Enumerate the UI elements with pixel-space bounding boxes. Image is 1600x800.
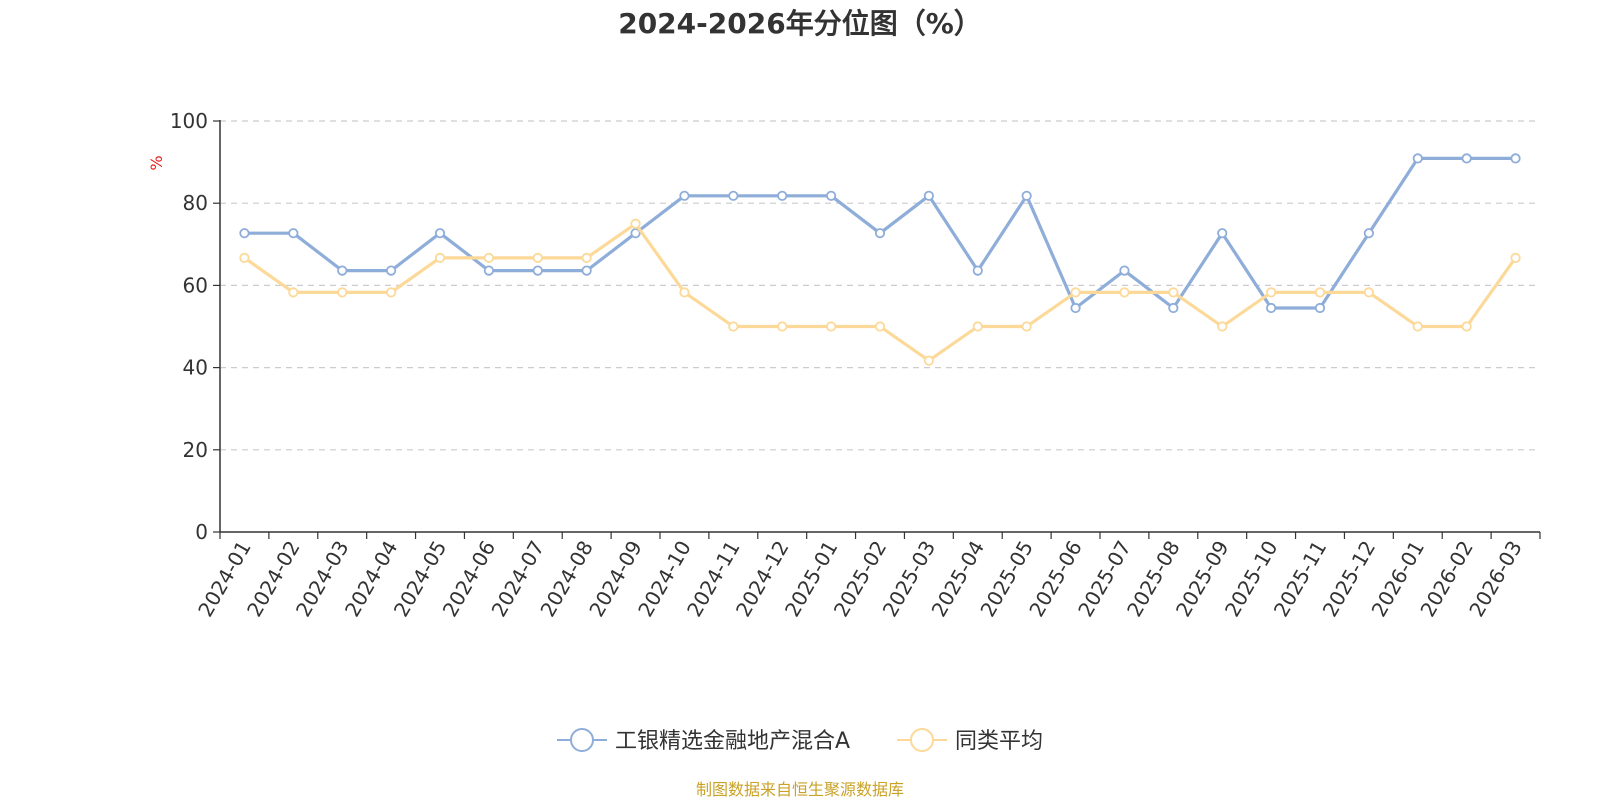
series-1: [239, 153, 1521, 314]
grid-lines: [220, 120, 1540, 451]
data-point[interactable]: [288, 287, 299, 298]
data-point[interactable]: [1168, 287, 1179, 298]
legend-swatch-marker: [570, 728, 594, 752]
y-tick-label: 0: [195, 520, 208, 544]
data-point[interactable]: [581, 265, 592, 276]
data-point[interactable]: [1461, 321, 1472, 332]
y-tick-label: 40: [183, 356, 208, 380]
data-point[interactable]: [874, 321, 886, 332]
series-2: [239, 218, 1521, 366]
series-layer: [239, 153, 1521, 366]
y-tick-label: 100: [170, 109, 208, 133]
data-point[interactable]: [923, 355, 934, 366]
data-point[interactable]: [1021, 321, 1032, 332]
legend-label: 同类平均: [955, 729, 1043, 754]
data-point[interactable]: [728, 321, 739, 332]
data-point[interactable]: [1119, 265, 1130, 276]
data-point[interactable]: [1412, 321, 1423, 332]
data-point[interactable]: [581, 252, 592, 263]
data-point[interactable]: [337, 287, 348, 298]
legend-item-1[interactable]: 工银精选金融地产混合A: [557, 728, 850, 754]
x-axis-ticks: 2024-012024-022024-032024-042024-052024-…: [193, 532, 1541, 621]
chart-title: 2024-2026年分位图（%）: [618, 7, 982, 40]
legend-item-2[interactable]: 同类平均: [897, 728, 1043, 754]
data-point[interactable]: [1363, 228, 1374, 239]
data-point[interactable]: [826, 190, 837, 201]
y-tick-label: 20: [183, 438, 208, 462]
data-point[interactable]: [483, 265, 494, 276]
data-point[interactable]: [923, 190, 934, 201]
y-axis-ticks: 0 20 40 60 80 100: [170, 109, 220, 544]
data-point[interactable]: [434, 228, 446, 239]
data-point[interactable]: [972, 321, 983, 332]
data-point[interactable]: [777, 321, 788, 332]
y-tick-label: 80: [183, 191, 208, 215]
legend-label: 工银精选金融地产混合A: [615, 729, 850, 754]
axes: [219, 120, 1540, 533]
data-point[interactable]: [826, 321, 837, 332]
data-point[interactable]: [1510, 153, 1521, 164]
data-point[interactable]: [1266, 302, 1277, 314]
data-point[interactable]: [728, 190, 739, 201]
data-point[interactable]: [1314, 302, 1326, 314]
data-point[interactable]: [532, 252, 543, 263]
data-point[interactable]: [972, 265, 983, 276]
data-source-note: 制图数据来自恒生聚源数据库: [696, 780, 904, 799]
data-point[interactable]: [777, 190, 788, 201]
data-point[interactable]: [1461, 153, 1472, 164]
data-point[interactable]: [679, 190, 690, 201]
data-point[interactable]: [532, 265, 543, 276]
data-point[interactable]: [1510, 252, 1521, 263]
data-point[interactable]: [1070, 287, 1081, 298]
data-point[interactable]: [1363, 287, 1374, 298]
data-point[interactable]: [239, 252, 250, 263]
data-point[interactable]: [630, 218, 641, 229]
data-point[interactable]: [874, 228, 886, 239]
data-point[interactable]: [337, 265, 348, 276]
y-tick-label: 60: [183, 273, 208, 297]
data-point[interactable]: [239, 228, 250, 239]
data-point[interactable]: [288, 228, 299, 239]
data-point[interactable]: [434, 252, 446, 263]
legend-swatch-marker: [910, 728, 934, 752]
data-point[interactable]: [1217, 228, 1228, 239]
legend: 工银精选金融地产混合A 同类平均: [557, 728, 1043, 754]
data-point[interactable]: [1168, 302, 1179, 314]
data-point[interactable]: [679, 287, 690, 298]
y-axis-unit: %: [147, 155, 166, 170]
data-point[interactable]: [1266, 287, 1277, 298]
data-point[interactable]: [1021, 190, 1032, 201]
data-point[interactable]: [1119, 287, 1130, 298]
data-point[interactable]: [1070, 302, 1081, 314]
data-point[interactable]: [1412, 153, 1423, 164]
data-point[interactable]: [1314, 287, 1326, 298]
data-point[interactable]: [483, 252, 494, 263]
data-point[interactable]: [386, 287, 397, 298]
data-point[interactable]: [1217, 321, 1228, 332]
data-point[interactable]: [386, 265, 397, 276]
data-point[interactable]: [630, 228, 641, 239]
